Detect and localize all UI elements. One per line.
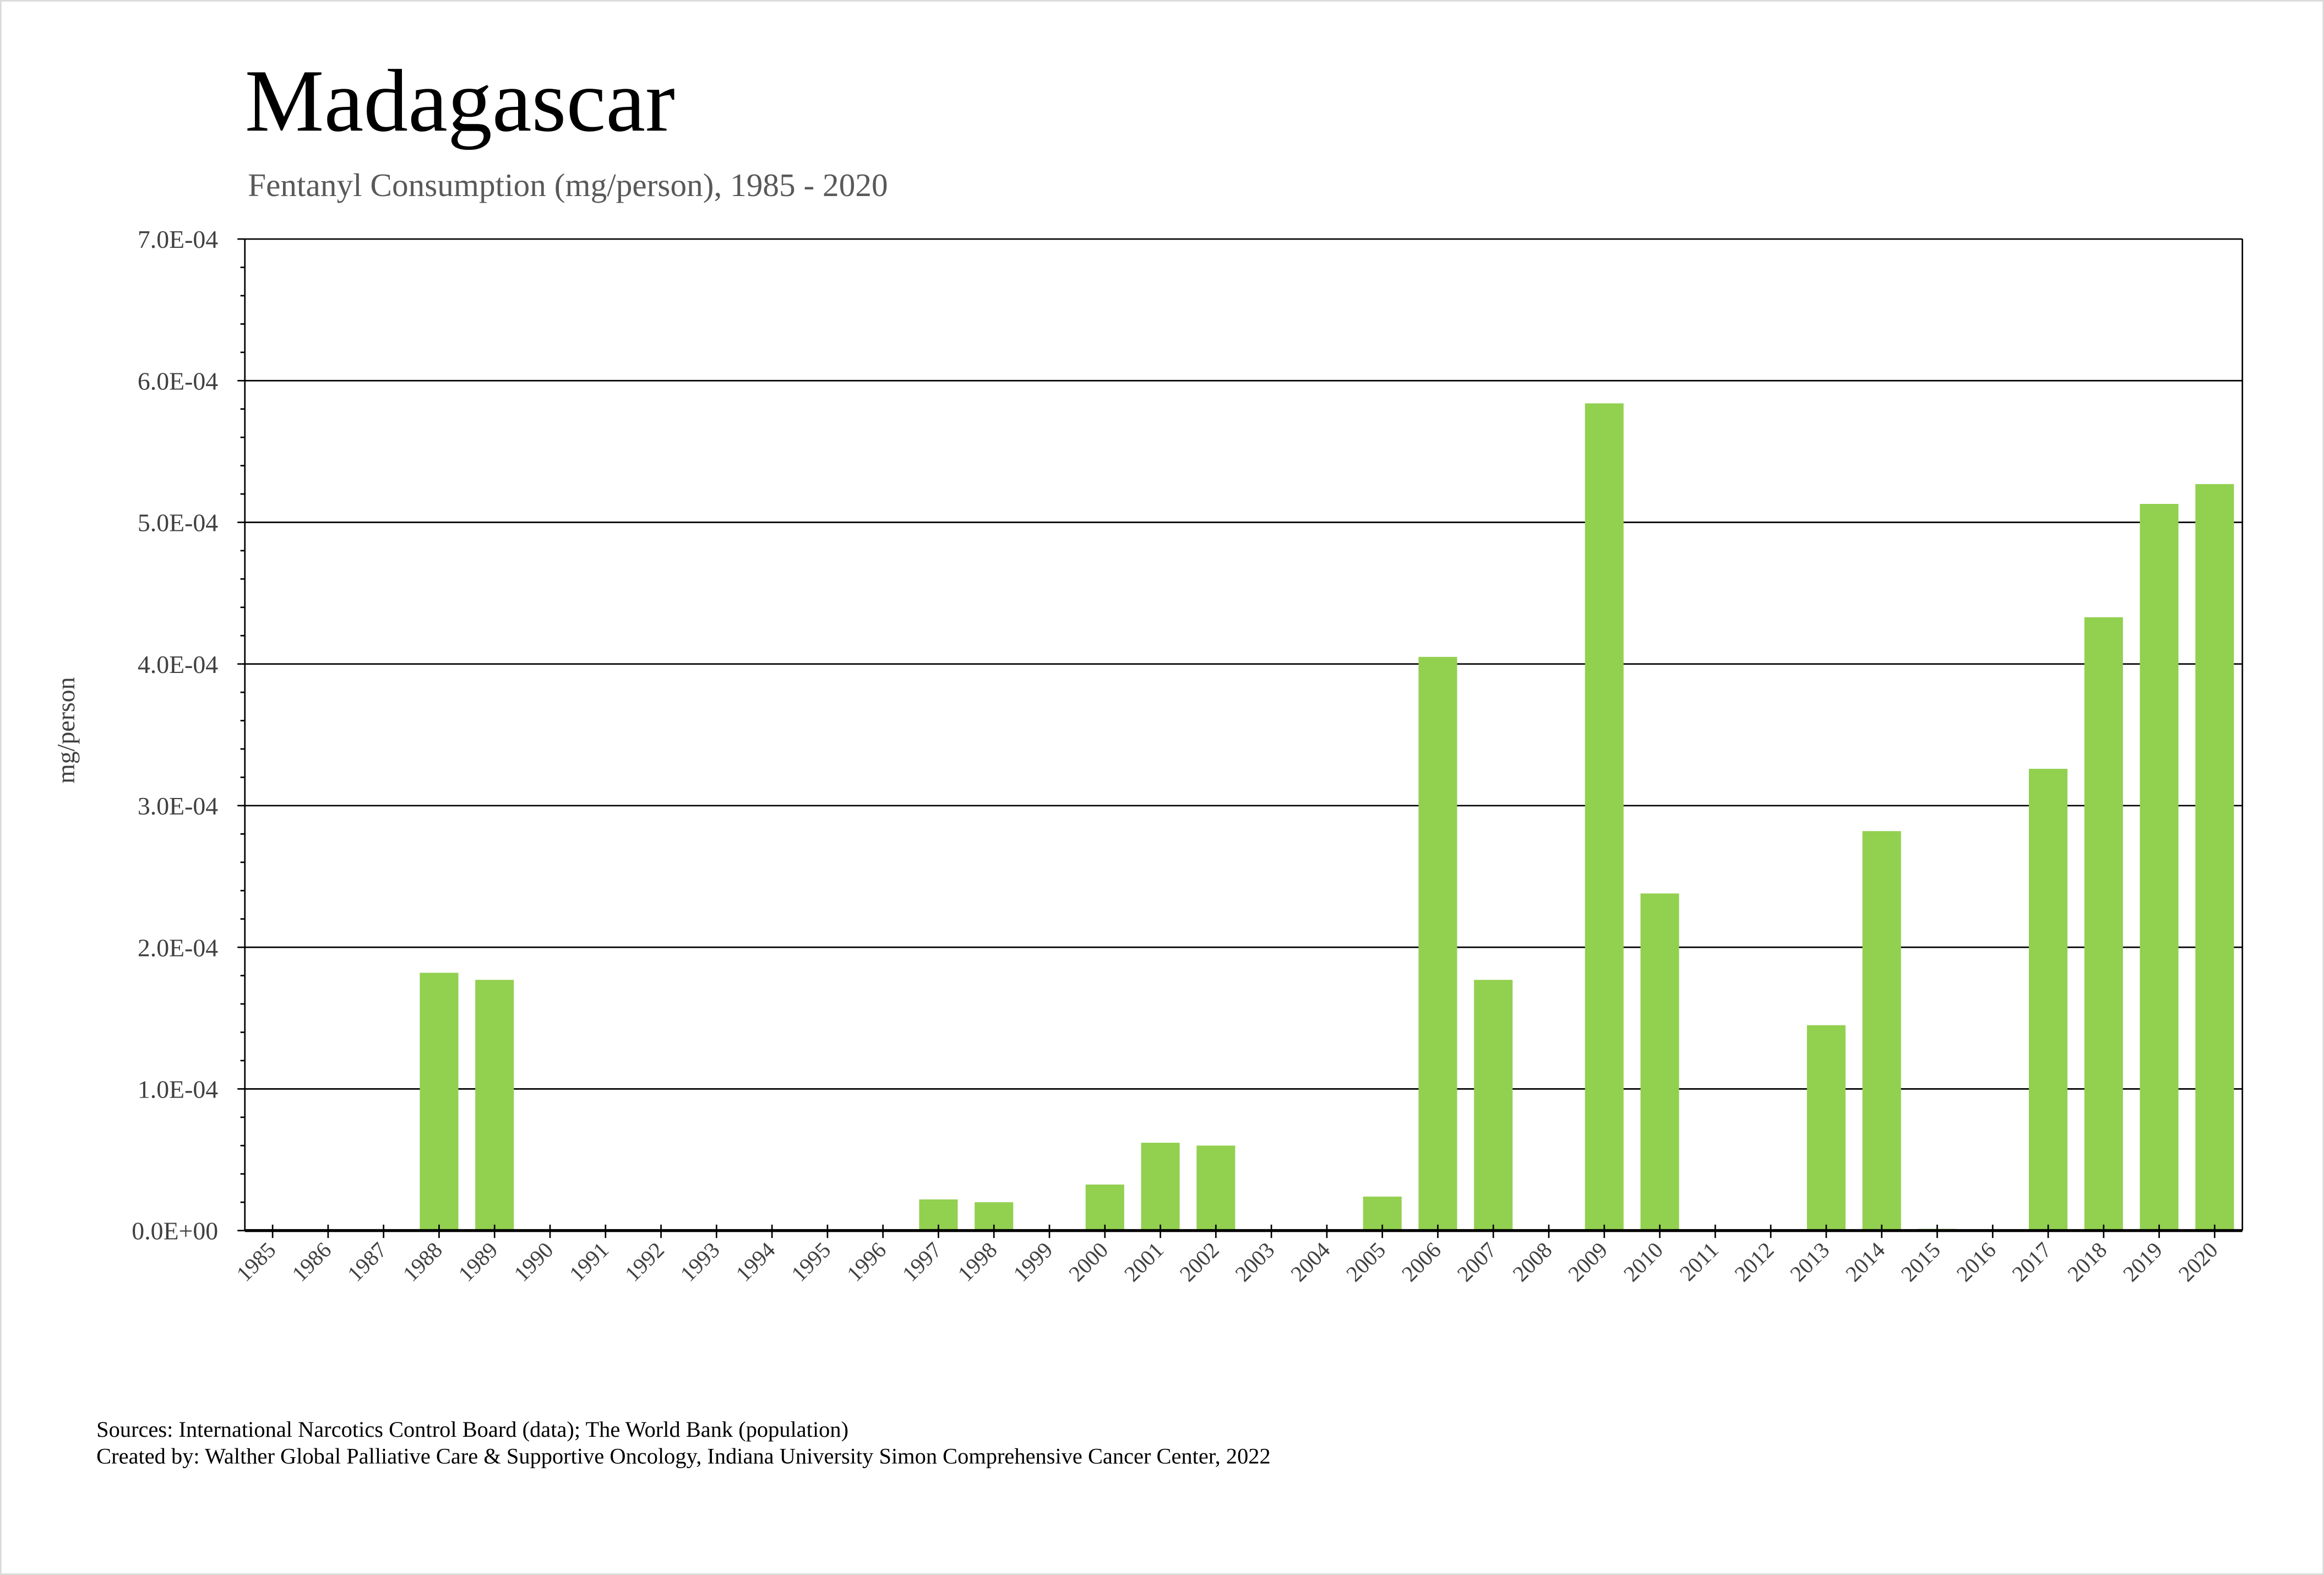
bar-2019 xyxy=(2140,504,2179,1231)
y-tick-label: 1.0E-04 xyxy=(138,1076,218,1104)
footer-sources: Sources: International Narcotics Control… xyxy=(96,1417,848,1442)
bar-1988 xyxy=(420,973,459,1231)
bar-2000 xyxy=(1085,1184,1124,1231)
bar-2020 xyxy=(2195,484,2234,1231)
bar-2001 xyxy=(1141,1143,1180,1231)
bar-2018 xyxy=(2084,617,2123,1231)
y-tick-label: 3.0E-04 xyxy=(138,792,218,820)
chart-title: Madagascar xyxy=(245,51,675,150)
bar-2017 xyxy=(2028,769,2068,1231)
y-tick-label: 5.0E-04 xyxy=(138,509,218,537)
footer-created-by: Created by: Walther Global Palliative Ca… xyxy=(96,1444,1271,1469)
bar-2013 xyxy=(1806,1025,1846,1231)
y-tick-label: 6.0E-04 xyxy=(138,367,218,395)
y-tick-label: 7.0E-04 xyxy=(138,225,218,253)
y-tick-label: 4.0E-04 xyxy=(138,650,218,678)
bar-1989 xyxy=(475,980,514,1231)
bar-2009 xyxy=(1585,403,1624,1231)
y-tick-label: 2.0E-04 xyxy=(138,933,218,962)
bar-2002 xyxy=(1196,1145,1236,1231)
y-axis-label: mg/person xyxy=(52,677,80,783)
y-tick-label: 0.0E+00 xyxy=(132,1217,218,1245)
chart-subtitle: Fentanyl Consumption (mg/person), 1985 -… xyxy=(248,167,888,203)
bar-2006 xyxy=(1418,656,1457,1231)
bar-2007 xyxy=(1474,980,1513,1231)
bar-2010 xyxy=(1640,893,1679,1231)
bar-2014 xyxy=(1862,831,1901,1231)
